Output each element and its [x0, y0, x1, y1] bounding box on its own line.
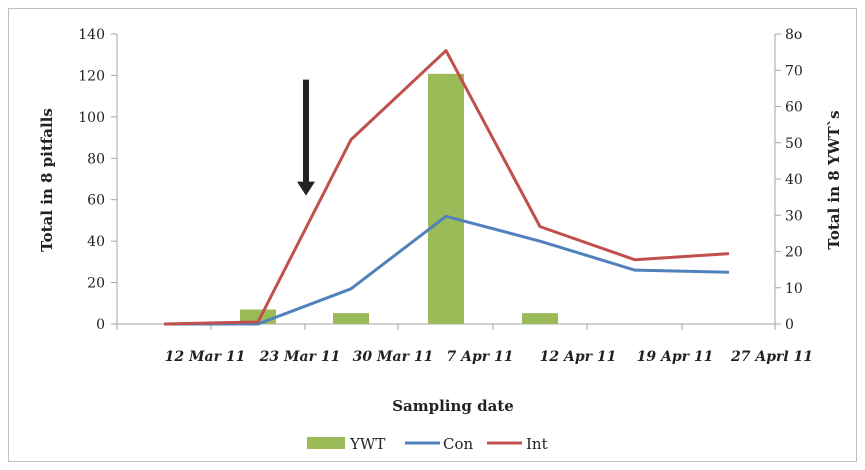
y-right-tick-label: 20	[785, 245, 803, 261]
ywt-bar	[428, 73, 464, 324]
legend-int-label: Int	[526, 435, 548, 453]
y-right-tick-label: 50	[785, 136, 803, 152]
arrow-head	[297, 181, 315, 196]
y-right-tick-label: 60	[785, 100, 803, 116]
legend-ywt-label: YWT	[349, 435, 385, 453]
ywt-bar	[333, 313, 369, 324]
x-tick-label: 12 Apr 11	[540, 349, 617, 365]
y-axis-left-label: Total in 8 pitfalls	[38, 108, 56, 252]
x-tick-label: 7 Apr 11	[447, 349, 514, 365]
y-left-tick-label: 120	[78, 68, 105, 84]
legend-ywt-swatch	[307, 437, 345, 449]
x-axis-label: Sampling date	[392, 397, 514, 415]
series-line-int	[163, 49, 730, 326]
y-right-tick-label: 8o	[785, 27, 802, 43]
x-tick-label: 23 Mar 11	[259, 349, 341, 365]
x-tick-label: 27 Aprl 11	[730, 349, 813, 365]
y-right-tick-label: 70	[785, 63, 803, 79]
y-left-tick-label: 60	[87, 193, 105, 209]
x-tick-label: 19 Apr 11	[637, 349, 714, 365]
legend-con-label: Con	[443, 435, 474, 453]
y-right-tick-label: 10	[785, 281, 803, 297]
y-left-tick-label: 80	[87, 151, 105, 167]
y-left-tick-label: 140	[78, 27, 105, 43]
x-tick-label: 12 Mar 11	[165, 349, 246, 365]
y-right-tick-label: 30	[785, 208, 803, 224]
annotation-arrow	[297, 79, 315, 196]
ywt-bar	[522, 313, 558, 324]
legend: YWT Con Int	[307, 435, 548, 453]
ywt-bars	[240, 73, 558, 324]
y-left-tick-label: 20	[87, 276, 105, 292]
y-axis-right-label: Total in 8 YWT`s	[825, 110, 843, 249]
y-left-tick-label: 0	[96, 317, 105, 333]
y-left-tick-label: 100	[78, 110, 105, 126]
y-right-tick-label: 40	[785, 172, 803, 188]
series-lines	[163, 49, 730, 326]
y-right-tick-label: 0	[785, 317, 794, 333]
axes: 0 20 40 60 80 100 120 140 0 10 20 30 40 50 60 70 8o 12 Ma…	[78, 27, 813, 365]
x-tick-label: 30 Mar 11	[353, 349, 434, 365]
series-line-con	[164, 214, 730, 326]
y-left-tick-label: 40	[87, 234, 105, 250]
